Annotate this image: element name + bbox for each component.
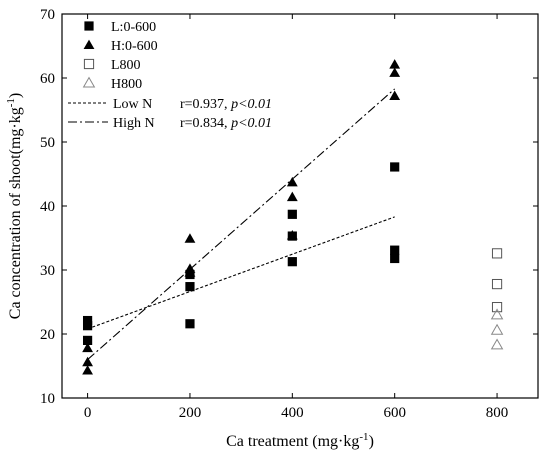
legend-label-low-n: Low N: [113, 97, 152, 112]
y-tick-label: 70: [40, 7, 55, 23]
data-point-h800: [490, 308, 504, 320]
data-point-l-0-600: [185, 282, 195, 292]
data-point-l-0-600: [287, 209, 297, 219]
legend-stat-p: p<0.01: [230, 97, 272, 112]
data-points: [82, 59, 504, 375]
y-tick-label: 60: [40, 71, 55, 87]
x-tick-label: 0: [84, 405, 92, 421]
legend-label-h-0-600: H:0-600: [111, 39, 158, 54]
data-point-l800: [491, 248, 503, 259]
y-tick-label: 50: [40, 135, 55, 151]
y-axis-title: Ca concentration of shoot(mg·kg-1): [5, 93, 24, 319]
data-point-l-0-600: [82, 321, 93, 331]
legend-marker-l800: [83, 58, 95, 70]
x-axis-title-text: Ca treatment (mg·kg: [226, 433, 359, 450]
legend-stat-r: r=0.834,: [180, 116, 231, 131]
data-point-h-0-600: [82, 356, 93, 367]
data-point-l-0-600: [82, 335, 93, 345]
data-point-l-0-600: [390, 253, 400, 264]
x-tick-label: 200: [179, 405, 202, 421]
data-point-l800: [491, 302, 503, 313]
legend-stat-r: r=0.937,: [180, 97, 231, 112]
fit-lines: [87, 88, 396, 361]
data-point-l-0-600: [185, 319, 195, 329]
legend-label-l-0-600: L:0-600: [111, 20, 156, 35]
y-axis-title-sup: -1: [5, 98, 17, 107]
y-tick-label: 30: [40, 263, 55, 279]
y-axis-title-text: Ca concentration of shoot(mg·kg: [7, 107, 24, 319]
data-point-h-0-600: [286, 191, 298, 202]
data-point-h800: [490, 338, 504, 350]
x-tick-label: 400: [281, 405, 304, 421]
legend-marker-h800: [82, 76, 96, 88]
fit-line-high-n: [87, 88, 396, 361]
legend-marker-h-0-600: [83, 39, 95, 50]
legend-label-high-n: High N: [113, 116, 155, 131]
legend-label-h800: H800: [111, 77, 142, 92]
fit-line-low-n: [87, 216, 395, 330]
x-axis-title-tail: ): [369, 433, 374, 450]
data-point-h800: [490, 323, 504, 335]
data-point-h-0-600: [184, 267, 196, 277]
x-axis-title: Ca treatment (mg·kg-1): [226, 431, 374, 450]
legend-label-l800: L800: [111, 58, 141, 73]
y-tick-label: 40: [40, 199, 55, 215]
x-tick-label: 800: [486, 405, 509, 421]
legend-stat-low-n: r=0.937, p<0.01: [180, 97, 272, 112]
data-point-h-0-600: [389, 90, 401, 100]
data-point-h-0-600: [286, 176, 298, 187]
legend-marker-l-0-600: [84, 21, 94, 31]
data-point-l-0-600: [390, 245, 400, 255]
data-point-h-0-600: [389, 59, 401, 69]
y-tick-label: 20: [40, 327, 55, 343]
data-point-l800: [491, 278, 503, 290]
x-tick-label: 600: [383, 405, 406, 421]
data-point-l-0-600: [82, 315, 93, 326]
data-point-h-0-600: [286, 230, 298, 240]
data-point-l-0-600: [287, 257, 297, 267]
data-point-h-0-600: [184, 233, 196, 243]
y-tick-label: 10: [40, 391, 55, 407]
legend-stat-p: p<0.01: [230, 116, 272, 131]
data-point-h-0-600: [82, 342, 93, 353]
legend: L:0-600 H:0-600 L800 H800 Low N r=0.937, p<0.…: [68, 20, 272, 131]
legend-stat-high-n: r=0.834, p<0.01: [180, 116, 272, 131]
axis-ticks: 0 200 400 600 800 10 20 30 40 50 60 70: [40, 7, 538, 421]
data-point-l-0-600: [390, 162, 400, 172]
x-axis-title-sup: -1: [359, 431, 368, 443]
data-point-h-0-600: [389, 67, 401, 77]
y-axis-title-tail: ): [7, 93, 24, 98]
data-point-h-0-600: [82, 365, 93, 375]
